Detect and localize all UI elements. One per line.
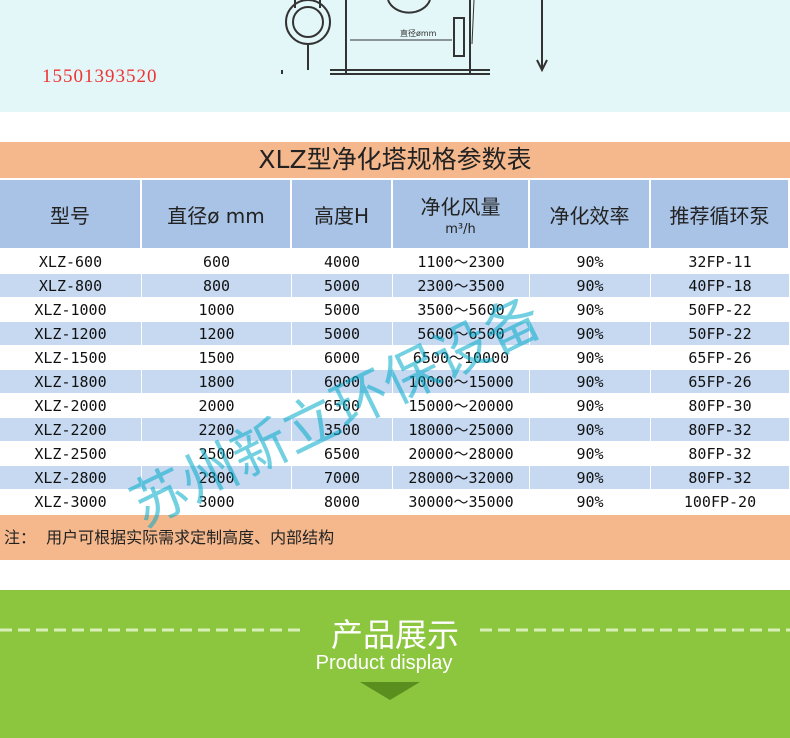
table-cell: 90%	[530, 466, 651, 489]
table-cell: 100FP-20	[651, 490, 790, 513]
table-cell: 20000～28000	[393, 442, 530, 465]
table-cell: 50FP-22	[651, 322, 790, 345]
table-cell: 90%	[530, 394, 651, 417]
table-cell: 18000～25000	[393, 418, 530, 441]
table-cell: 1200	[142, 322, 292, 345]
table-cell: 15000～20000	[393, 394, 530, 417]
header-cell: 净化风量 m³/h	[393, 180, 530, 248]
header-cell: 直径ø mm	[142, 180, 292, 248]
table-cell: 1000	[142, 298, 292, 321]
table-cell: 5000	[292, 322, 393, 345]
table-cell: 6500～10000	[393, 346, 530, 369]
table-cell: 10000～15000	[393, 370, 530, 393]
banner-decor	[0, 628, 790, 700]
table-cell: 6000	[292, 346, 393, 369]
table-cell: 800	[142, 274, 292, 297]
table-cell: 32FP-11	[651, 250, 790, 273]
table-note: 注： 用户可根据实际需求定制高度、内部结构	[0, 515, 790, 560]
table-cell: 50FP-22	[651, 298, 790, 321]
table-cell: XLZ-600	[0, 250, 142, 273]
table-cell: 2300～3500	[393, 274, 530, 297]
table-cell: 1100～2300	[393, 250, 530, 273]
table-cell: 80FP-30	[651, 394, 790, 417]
table-cell: 6500	[292, 394, 393, 417]
header-unit: m³/h	[445, 222, 476, 237]
table-cell: 90%	[530, 322, 651, 345]
header-text: 推荐循环泵	[669, 203, 770, 228]
table-cell: 4000	[292, 250, 393, 273]
table-cell: XLZ-2000	[0, 394, 142, 417]
table-cell: 80FP-32	[651, 418, 790, 441]
table-cell: XLZ-1200	[0, 322, 142, 345]
table-cell: 5600～6500	[393, 322, 530, 345]
header-text: 型号	[50, 203, 90, 228]
table-cell: 65FP-26	[651, 346, 790, 369]
table-cell: 40FP-18	[651, 274, 790, 297]
banner: 产品展示 Product display	[0, 590, 790, 738]
table-cell: 90%	[530, 346, 651, 369]
table-cell: 5000	[292, 274, 393, 297]
banner-title: 产品展示	[330, 616, 459, 654]
table-cell: 80FP-32	[651, 466, 790, 489]
table-cell: 90%	[530, 298, 651, 321]
table-cell: 90%	[530, 274, 651, 297]
phone: 15501393520	[42, 66, 158, 87]
dim-label: 直径ømm	[400, 28, 437, 38]
header-cell: 型号	[0, 180, 142, 248]
header-cell: 推荐循环泵	[651, 180, 790, 248]
table-cell: 3500～5600	[393, 298, 530, 321]
table-cell: 28000～32000	[393, 466, 530, 489]
header-cell: 净化效率	[530, 180, 651, 248]
table-cell: XLZ-1500	[0, 346, 142, 369]
banner-subtitle: Product display	[315, 652, 453, 674]
table-cell: 1500	[142, 346, 292, 369]
table-cell: 6500	[292, 442, 393, 465]
header-text: 高度H	[313, 203, 370, 228]
header-cell: 高度H	[292, 180, 393, 248]
table-cell: 2200	[142, 418, 292, 441]
header-text: 净化效率	[549, 203, 630, 228]
table-cell: XLZ-1800	[0, 370, 142, 393]
table-cell: 30000～35000	[393, 490, 530, 513]
table-cell: XLZ-2200	[0, 418, 142, 441]
table-cell: 90%	[530, 250, 651, 273]
drawing-panel: 直径ømm 15501393520	[0, 0, 790, 112]
table-cell: 2500	[142, 442, 292, 465]
table-cell: 5000	[292, 298, 393, 321]
table-cell: 80FP-32	[651, 442, 790, 465]
table-cell: 6000	[292, 370, 393, 393]
table-title: XLZ型净化塔规格参数表	[0, 142, 790, 178]
table-cell: 8000	[292, 490, 393, 513]
table-cell: 2000	[142, 394, 292, 417]
header-text: 净化风量	[420, 195, 501, 219]
table-cell: 3000	[142, 490, 292, 513]
table-cell: 90%	[530, 490, 651, 513]
spec-table: 型号 直径ø mm 高度H 净化风量 m³/h 净化效率 推荐循环泵 XLZ-600 600 40…	[0, 180, 790, 514]
table-cell: 90%	[530, 370, 651, 393]
tower-drawing: 直径ømm	[281, 0, 548, 75]
table-cell: 1800	[142, 370, 292, 393]
table-cell: 7000	[292, 466, 393, 489]
table-cell: XLZ-2800	[0, 466, 142, 489]
table-cell: 65FP-26	[651, 370, 790, 393]
table-cell: 2800	[142, 466, 292, 489]
table-cell: 90%	[530, 442, 651, 465]
table-cell: XLZ-2500	[0, 442, 142, 465]
table-cell: XLZ-1000	[0, 298, 142, 321]
table-cell: 90%	[530, 418, 651, 441]
table-cell: 600	[142, 250, 292, 273]
table-cell: XLZ-3000	[0, 490, 142, 513]
header-text: 直径ø mm	[167, 203, 265, 228]
table-cell: 3500	[292, 418, 393, 441]
table-cell: XLZ-800	[0, 274, 142, 297]
